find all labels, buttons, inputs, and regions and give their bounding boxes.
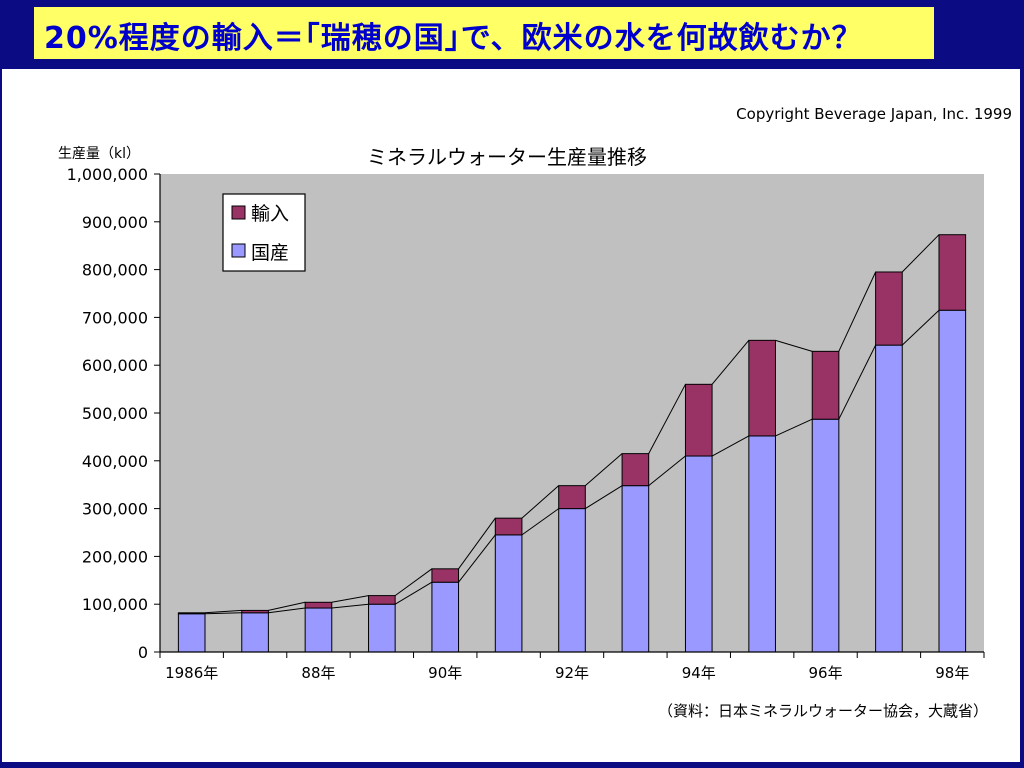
series-line-total xyxy=(458,517,496,570)
series-line-domestic xyxy=(585,485,623,510)
bar-import xyxy=(177,612,206,615)
x-tick-label: 94年 xyxy=(682,664,716,682)
bar-domestic xyxy=(621,485,650,653)
legend: 輸入 国産 xyxy=(222,193,306,272)
y-tick-label: 800,000 xyxy=(82,261,148,280)
series-lines-group xyxy=(204,234,940,615)
series-line-domestic xyxy=(268,607,306,614)
series-line-total xyxy=(204,609,242,614)
x-tick-label: 92年 xyxy=(555,664,589,682)
bar-domestic xyxy=(177,613,206,653)
axes-group: 0 100,000 200,000 300,000 400,000 500,000 600,… xyxy=(67,165,985,682)
bar-import xyxy=(558,485,586,510)
bar-domestic xyxy=(748,435,776,653)
bar-domestic xyxy=(431,581,460,653)
title-banner: 20%程度の輸入＝｢瑞穂の国｣で、欧米の水を何故飲むか？ xyxy=(34,7,934,59)
series-line-total xyxy=(584,453,623,487)
series-line-total xyxy=(838,271,877,352)
source-note: （資料：日本ミネラルウォーター協会，大蔵省） xyxy=(658,702,988,720)
chart-title: ミネラルウォーター生産量推移 xyxy=(367,145,647,169)
x-tick-label: 98年 xyxy=(935,664,969,682)
series-line-total xyxy=(648,384,686,454)
series-line-total xyxy=(331,595,369,603)
x-tick-label: 96年 xyxy=(808,664,842,682)
bar-import xyxy=(748,339,776,437)
bar-import xyxy=(684,383,713,457)
y-tick-label: 900,000 xyxy=(82,213,148,232)
series-line-total xyxy=(775,339,813,352)
bar-import xyxy=(811,350,840,420)
series-line-total xyxy=(394,568,433,597)
legend-label-domestic: 国産 xyxy=(251,242,289,264)
bar-import xyxy=(304,601,333,609)
series-line-total xyxy=(901,234,940,273)
y-tick-label: 1,000,000 xyxy=(67,165,148,184)
bar-domestic xyxy=(875,344,903,653)
bar-import xyxy=(875,271,903,346)
slide-title: 20%程度の輸入＝｢瑞穂の国｣で、欧米の水を何故飲むか？ xyxy=(44,21,863,56)
bar-import xyxy=(938,234,967,311)
bar-domestic xyxy=(938,309,967,653)
bar-import xyxy=(368,595,396,605)
series-line-domestic xyxy=(521,508,559,536)
series-line-domestic xyxy=(711,435,750,457)
legend-swatch-import xyxy=(231,205,246,220)
y-tick-label: 700,000 xyxy=(82,308,148,327)
legend-label-import: 輸入 xyxy=(251,203,289,225)
series-line-domestic xyxy=(204,612,242,615)
y-tick-label: 200,000 xyxy=(82,547,148,566)
bar-domestic xyxy=(241,612,269,653)
series-line-total xyxy=(711,340,750,385)
series-line-domestic xyxy=(458,534,496,583)
series-line-domestic xyxy=(901,309,940,346)
bar-chart: Copyright Beverage Japan, Inc. 1999 生産量（… xyxy=(58,105,1012,720)
bar-import xyxy=(621,453,650,487)
series-line-domestic xyxy=(648,455,686,487)
series-line-domestic xyxy=(331,603,369,609)
series-line-domestic xyxy=(775,418,813,437)
bar-domestic xyxy=(368,603,396,653)
y-tick-label: 500,000 xyxy=(82,404,148,423)
bar-domestic xyxy=(811,418,840,653)
bar-import xyxy=(241,609,269,614)
y-tick-label: 600,000 xyxy=(82,356,148,375)
y-tick-label: 100,000 xyxy=(82,595,148,614)
series-line-domestic xyxy=(838,344,877,420)
chart-panel: Copyright Beverage Japan, Inc. 1999 生産量（… xyxy=(2,69,1020,762)
series-line-total xyxy=(521,485,560,519)
bar-import xyxy=(494,517,523,536)
bars-group xyxy=(177,234,967,653)
x-tick-label: 90年 xyxy=(428,664,462,682)
y-tick-label: 400,000 xyxy=(82,452,148,471)
legend-swatch-domestic xyxy=(231,243,246,258)
y-tick-label: 0 xyxy=(138,643,148,662)
bar-domestic xyxy=(494,534,523,653)
x-tick-label: 1986年 xyxy=(165,664,218,682)
bar-import xyxy=(431,568,460,583)
copyright-text: Copyright Beverage Japan, Inc. 1999 xyxy=(736,105,1012,123)
series-line-total xyxy=(268,601,306,611)
bar-domestic xyxy=(684,455,713,653)
series-line-domestic xyxy=(394,581,433,605)
y-tick-label: 300,000 xyxy=(82,500,148,519)
y-axis-label: 生産量（kl） xyxy=(58,146,140,162)
bar-domestic xyxy=(304,607,333,653)
bar-domestic xyxy=(558,508,586,653)
x-tick-label: 88年 xyxy=(301,664,335,682)
